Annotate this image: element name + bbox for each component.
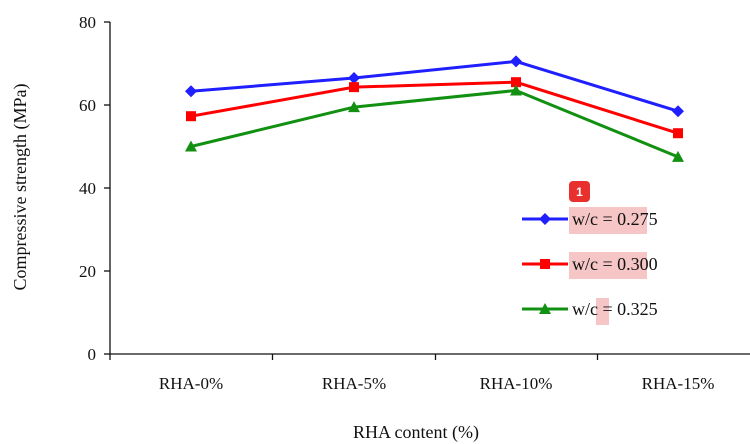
y-tick-labels: 0 20 40 60 80 bbox=[79, 13, 110, 364]
badge-box bbox=[569, 181, 590, 202]
x-tick-labels: RHA-0% RHA-5% RHA-10% RHA-15% bbox=[109, 354, 715, 393]
data-point-marker bbox=[349, 82, 359, 93]
y-tick-label: 0 bbox=[88, 345, 97, 364]
series-2 bbox=[186, 77, 683, 139]
x-tick-label: RHA-10% bbox=[480, 374, 553, 393]
series-1 bbox=[185, 55, 684, 118]
legend-label: w/c = 0.300 bbox=[572, 254, 658, 274]
legend-highlight bbox=[596, 298, 609, 325]
data-point-marker bbox=[510, 84, 522, 96]
y-tick-label: 80 bbox=[79, 13, 96, 32]
series-3 bbox=[185, 84, 684, 162]
x-axis-label: RHA content (%) bbox=[353, 422, 479, 443]
data-point-marker bbox=[185, 140, 197, 152]
series-line bbox=[190, 88, 679, 159]
data-point-marker bbox=[511, 77, 521, 88]
series-group bbox=[185, 55, 684, 162]
legend-highlight bbox=[569, 252, 647, 279]
legend-entry: w/c = 0.325 bbox=[522, 299, 658, 319]
x-tick-label: RHA-5% bbox=[322, 374, 386, 393]
series-line bbox=[190, 59, 679, 113]
data-point-marker bbox=[673, 128, 683, 139]
series-line bbox=[190, 80, 679, 135]
annotation-highlights bbox=[569, 207, 647, 325]
data-point-marker bbox=[672, 150, 684, 162]
y-tick-label: 40 bbox=[79, 179, 96, 198]
legend-marker bbox=[539, 213, 551, 225]
data-point-marker bbox=[510, 55, 522, 68]
legend-entry: w/c = 0.300 bbox=[522, 254, 658, 274]
legend-label: w/c = 0.325 bbox=[572, 299, 658, 319]
data-point-marker bbox=[672, 105, 684, 118]
legend-label: w/c = 0.275 bbox=[572, 209, 658, 229]
x-tick-label: RHA-15% bbox=[642, 374, 715, 393]
legend-marker bbox=[539, 303, 551, 314]
x-tick-label: RHA-0% bbox=[159, 374, 223, 393]
annotation-badge: 1 bbox=[569, 181, 590, 202]
y-tick-label: 20 bbox=[79, 262, 96, 281]
data-point-marker bbox=[186, 111, 196, 122]
legend: w/c = 0.275 w/c = 0.300 w/c = 0.325 bbox=[522, 209, 658, 319]
y-axis-label: Compressive strength (MPa) bbox=[10, 84, 31, 291]
legend-highlight bbox=[569, 207, 647, 234]
legend-marker bbox=[540, 259, 550, 269]
legend-entry: w/c = 0.275 bbox=[522, 209, 658, 229]
data-point-marker bbox=[348, 101, 360, 113]
data-point-marker bbox=[348, 72, 360, 85]
data-point-marker bbox=[185, 85, 197, 98]
y-tick-label: 60 bbox=[79, 96, 96, 115]
badge-number: 1 bbox=[576, 185, 583, 199]
